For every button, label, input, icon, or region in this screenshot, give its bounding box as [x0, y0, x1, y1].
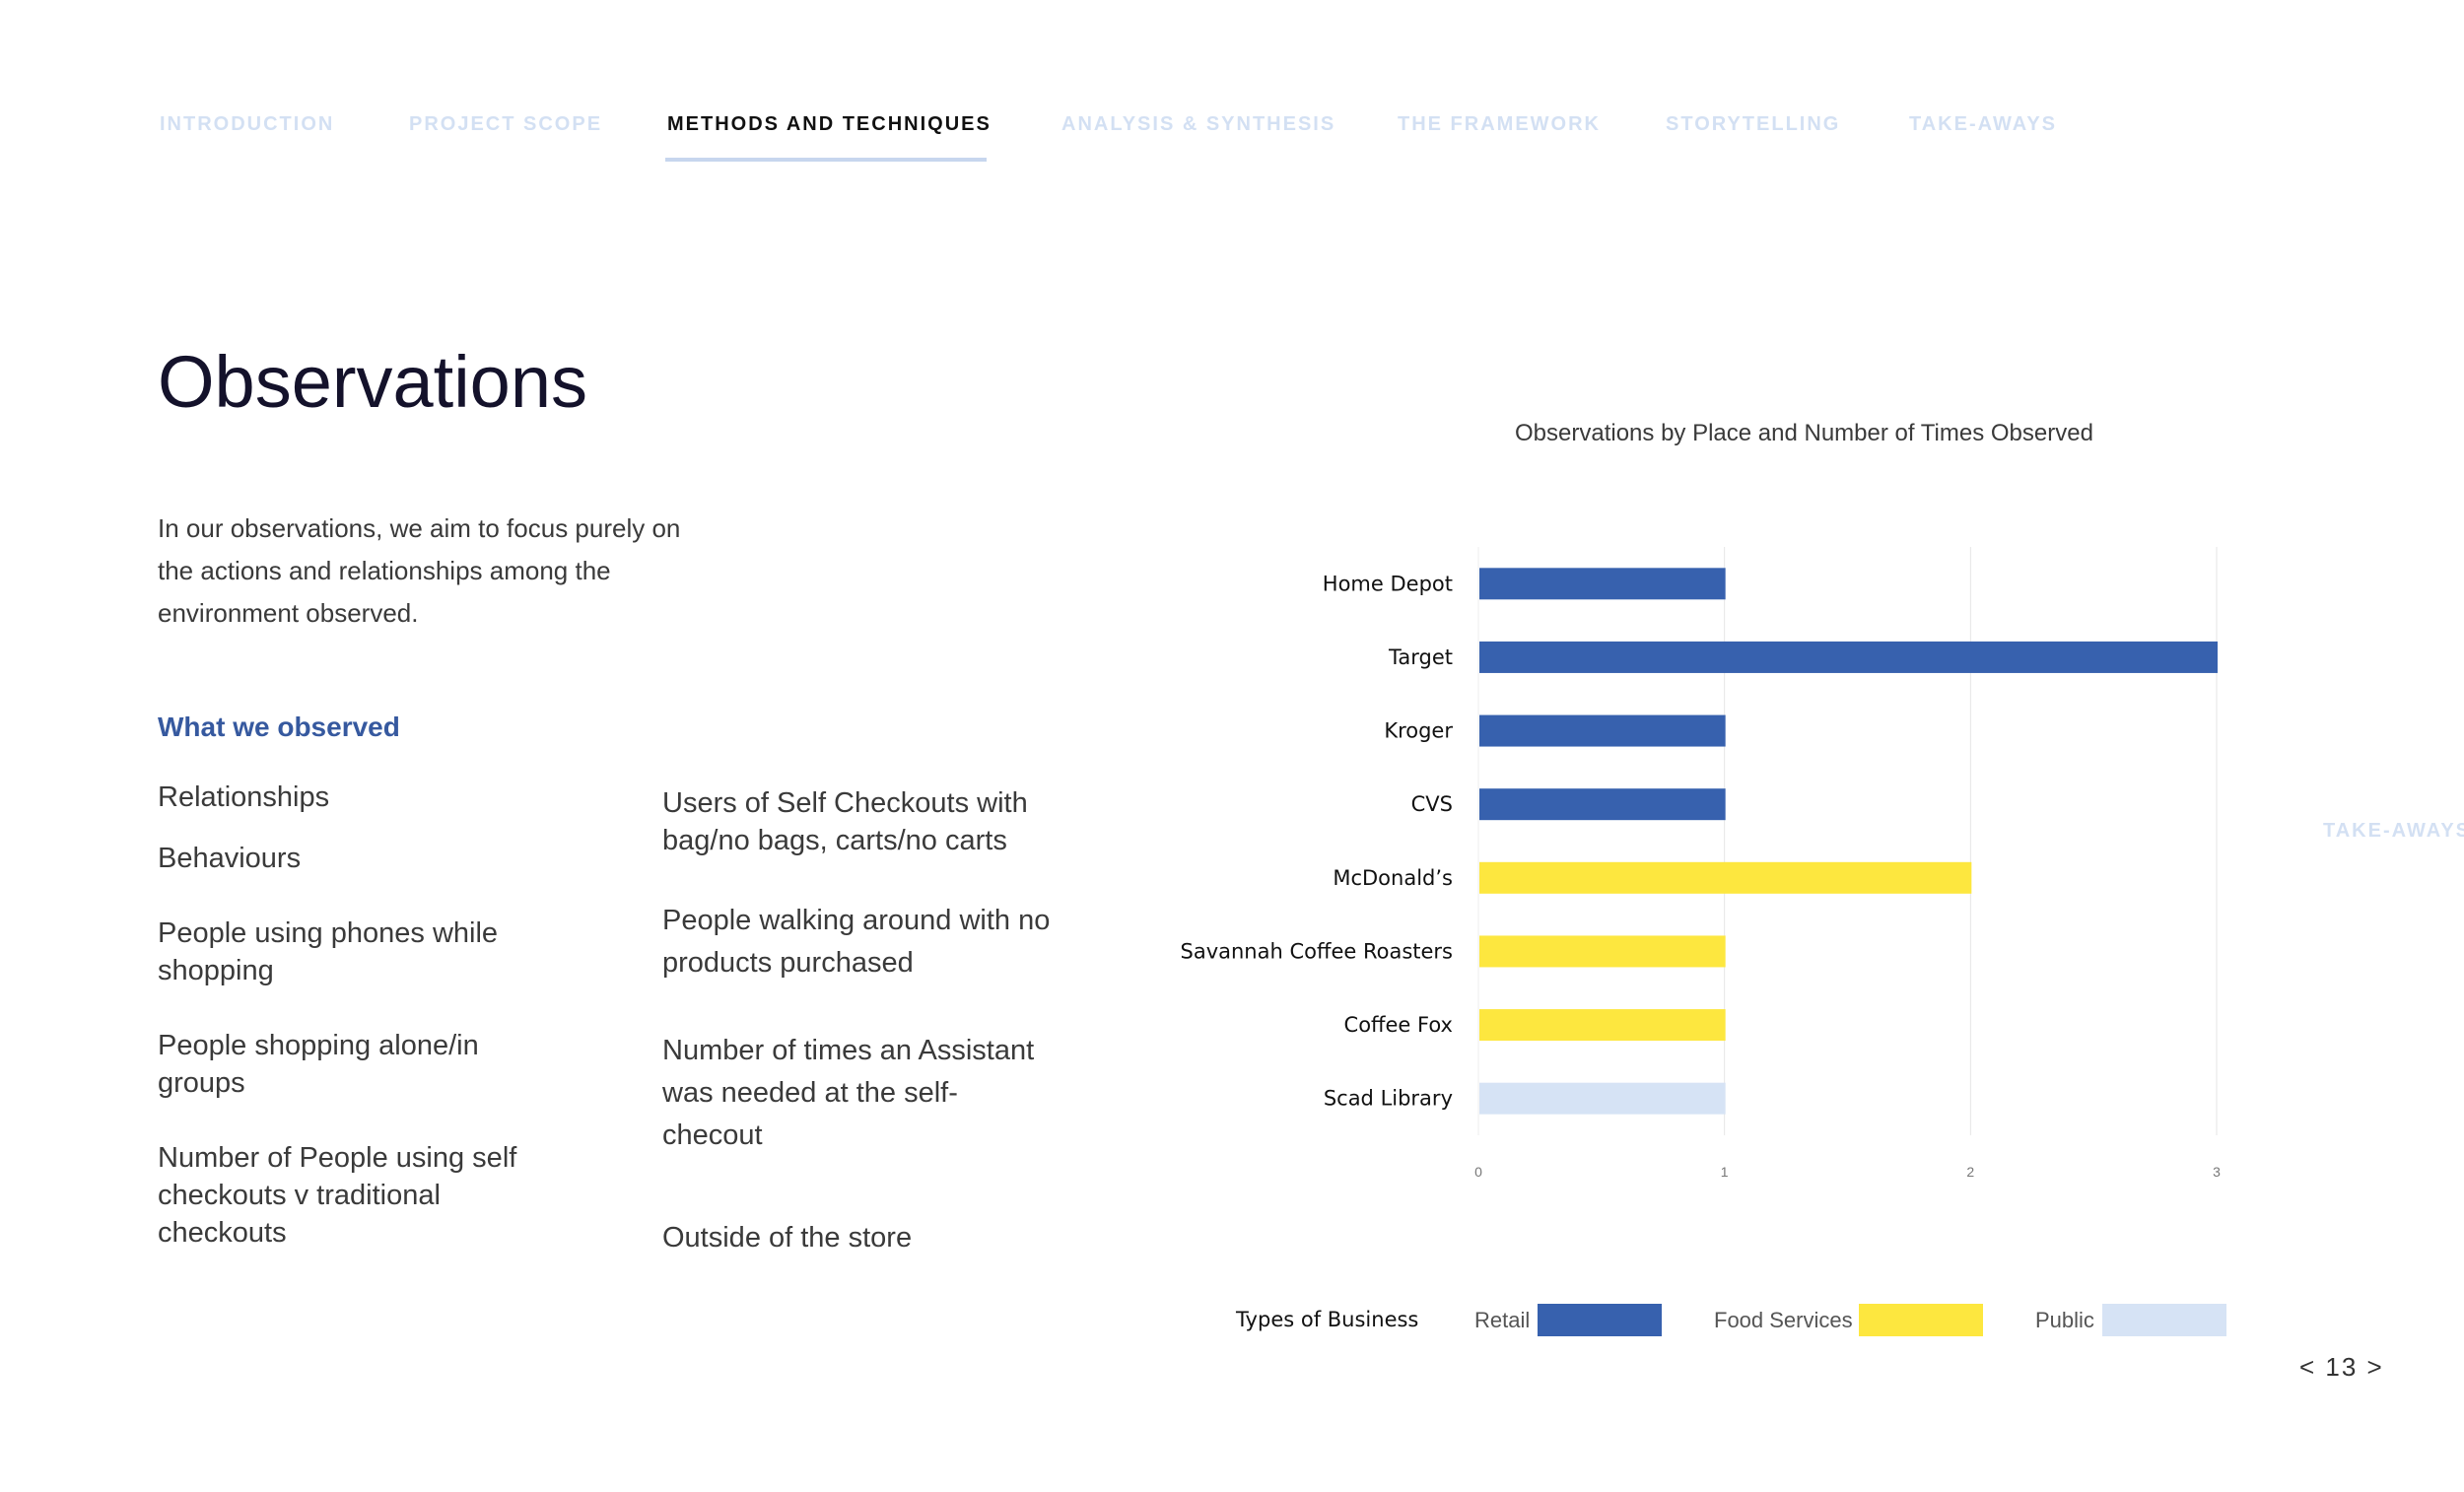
category-label: Scad Library — [1324, 1087, 1453, 1111]
legend-label-retail: Retail — [1474, 1308, 1531, 1332]
bar — [1479, 788, 1726, 821]
bar-chart: Home Depot Target Kroger CVS McDonald’s Savan… — [1181, 547, 2221, 1180]
category-label: McDonald’s — [1333, 866, 1453, 890]
category-label: Home Depot — [1323, 572, 1453, 595]
bar — [1479, 861, 1972, 894]
legend-swatch-food-services — [1859, 1304, 1983, 1336]
x-tick-label: 3 — [2213, 1164, 2221, 1180]
bar — [1479, 1082, 1726, 1115]
observation-item: Number of times an Assistant was needed … — [662, 1035, 1035, 1151]
legend-label-public: Public — [2035, 1308, 2094, 1332]
legend-label-food-services: Food Services — [1714, 1308, 1853, 1332]
nav-tab-analysis-synthesis[interactable]: ANALYSIS & SYNTHESIS — [1061, 113, 1336, 135]
observation-item: Users of Self Checkouts with bag/no bags… — [662, 787, 1028, 856]
observation-item: People shopping alone/in groups — [158, 1030, 479, 1099]
page-title: Observations — [158, 341, 587, 423]
bar — [1479, 568, 1726, 600]
section-heading: What we observed — [158, 712, 400, 742]
legend-swatch-retail — [1538, 1304, 1662, 1336]
nav-tab-methods-and-techniques[interactable]: METHODS AND TECHNIQUES — [667, 113, 992, 135]
nav-active-underline — [665, 158, 987, 162]
x-tick-label: 1 — [1721, 1164, 1729, 1180]
legend-swatch-public — [2102, 1304, 2226, 1336]
observation-item: People using phones while shopping — [158, 917, 499, 986]
nav-tab-take-aways[interactable]: TAKE-AWAYS — [1909, 113, 2058, 135]
nav-tab-project-scope[interactable]: PROJECT SCOPE — [409, 113, 603, 135]
category-label: Target — [1388, 645, 1453, 669]
legend-title: Types of Business — [1236, 1308, 1419, 1331]
category-label: Savannah Coffee Roasters — [1181, 939, 1454, 963]
bar — [1479, 935, 1726, 968]
x-tick-label: 0 — [1474, 1164, 1482, 1180]
bar — [1479, 641, 2218, 673]
side-tab-take-aways[interactable]: TAKE-AWAYS — [2323, 820, 2464, 842]
page-number[interactable]: < 13 > — [2299, 1352, 2384, 1382]
intro-paragraph: In our observations, we aim to focus pur… — [158, 513, 681, 628]
category-label: Coffee Fox — [1344, 1013, 1453, 1037]
nav-tab-the-framework[interactable]: THE FRAMEWORK — [1398, 113, 1601, 135]
category-label: Kroger — [1384, 719, 1453, 743]
observation-item: Number of People using self checkouts v … — [158, 1142, 517, 1249]
bar — [1479, 1009, 1726, 1042]
observation-item: Behaviours — [158, 843, 302, 874]
category-label: CVS — [1411, 792, 1453, 816]
observation-item: Outside of the store — [662, 1222, 913, 1254]
nav-tab-storytelling[interactable]: STORYTELLING — [1666, 113, 1841, 135]
bar — [1479, 714, 1726, 747]
observation-item: Relationships — [158, 781, 330, 813]
observation-item: People walking around with no products p… — [662, 905, 1051, 979]
nav-tab-introduction[interactable]: INTRODUCTION — [160, 113, 335, 135]
chart-title: Observations by Place and Number of Time… — [1515, 420, 2093, 446]
x-tick-label: 2 — [1966, 1164, 1974, 1180]
